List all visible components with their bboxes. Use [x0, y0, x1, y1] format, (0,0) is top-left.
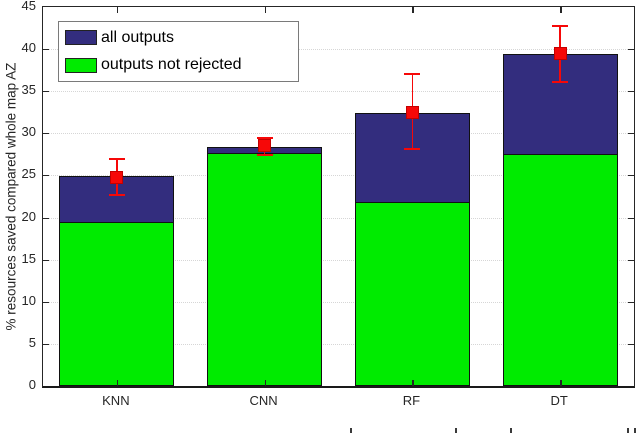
error-bar-cap-top [108, 157, 125, 160]
bar-outputs-not-rejected-DT [502, 154, 618, 386]
error-bar-cap-bottom [552, 80, 569, 83]
tick-right-15 [628, 259, 634, 261]
tick-bottom-CNN [264, 380, 267, 386]
tick-right-25 [628, 175, 634, 177]
plot-area: all outputs outputs not rejected [42, 6, 635, 388]
y-tick-label-35: 35 [21, 82, 36, 98]
gridline-y-35 [43, 91, 634, 93]
error-bar-cap-top [552, 24, 569, 27]
legend: all outputs outputs not rejected [58, 21, 299, 82]
tick-right-10 [628, 301, 634, 303]
tick-left-40 [43, 49, 49, 51]
legend-label: outputs not rejected [101, 56, 242, 74]
y-tick-label-10: 10 [21, 292, 36, 308]
error-bar-marker [405, 105, 419, 119]
bar-outputs-not-rejected-RF [354, 201, 470, 386]
y-tick-label-5: 5 [28, 334, 36, 350]
tick-right-40 [628, 49, 634, 51]
caption-fragment-mark [350, 428, 352, 433]
y-tick-label-15: 15 [21, 250, 36, 266]
y-tick-label-30: 30 [21, 124, 36, 140]
tick-top-DT [560, 7, 562, 13]
y-tick-label-25: 25 [21, 166, 36, 182]
error-bar-cap-top [256, 137, 273, 140]
tick-left-5 [43, 343, 49, 345]
tick-left-25 [43, 175, 49, 177]
tick-bottom-KNN [116, 380, 119, 386]
tick-left-15 [43, 259, 49, 261]
error-bar-cap-bottom [256, 154, 273, 157]
gridline-y-5 [43, 343, 634, 345]
caption-fragment-mark [634, 428, 636, 433]
bar-outputs-not-rejected-CNN [207, 152, 323, 386]
tick-top-CNN [264, 7, 267, 13]
y-tick-label-20: 20 [21, 208, 36, 224]
tick-right-5 [628, 343, 634, 345]
legend-swatch-outputs-not-rejected [65, 57, 97, 73]
caption-fragment-mark [627, 428, 629, 433]
legend-item-all-outputs: all outputs [59, 26, 298, 50]
error-bar-cap-bottom [404, 148, 421, 151]
error-bar-marker [110, 170, 124, 184]
y-axis-title: % resources saved compared whole map AZ [3, 62, 19, 331]
gridline-y-40 [43, 49, 634, 51]
legend-swatch-all-outputs [65, 30, 97, 46]
tick-left-10 [43, 301, 49, 303]
gridline-y-25 [43, 175, 634, 177]
tick-bottom-RF [412, 380, 414, 386]
legend-item-outputs-not-rejected: outputs not rejected [59, 53, 298, 77]
error-bar-cap-bottom [108, 193, 125, 196]
error-bar-cap-top [404, 73, 421, 76]
bar-outputs-not-rejected-KNN [59, 221, 175, 386]
tick-left-30 [43, 133, 49, 135]
y-tick-label-40: 40 [21, 40, 36, 56]
tick-right-30 [628, 133, 634, 135]
gridline-y-20 [43, 217, 634, 219]
x-tick-label-RF: RF [402, 393, 421, 408]
tick-right-35 [628, 91, 634, 93]
tick-top-RF [412, 7, 414, 13]
gridline-y-15 [43, 259, 634, 261]
tick-left-35 [43, 91, 49, 93]
caption-fragment-mark [455, 428, 457, 433]
caption-fragment-mark [510, 428, 512, 433]
y-tick-label-45: 45 [21, 0, 36, 13]
tick-top-KNN [116, 7, 119, 13]
gridline-y-10 [43, 301, 634, 303]
tick-bottom-DT [560, 380, 562, 386]
error-bar-marker [553, 46, 567, 60]
tick-right-20 [628, 217, 634, 219]
y-tick-label-0: 0 [28, 377, 36, 392]
x-tick-label-CNN: CNN [249, 393, 278, 408]
error-bar-marker [258, 139, 272, 153]
legend-label: all outputs [101, 28, 174, 46]
x-tick-label-DT: DT [550, 393, 568, 408]
x-tick-label-KNN: KNN [102, 393, 130, 408]
gridline-y-30 [43, 133, 634, 135]
tick-left-20 [43, 217, 49, 219]
